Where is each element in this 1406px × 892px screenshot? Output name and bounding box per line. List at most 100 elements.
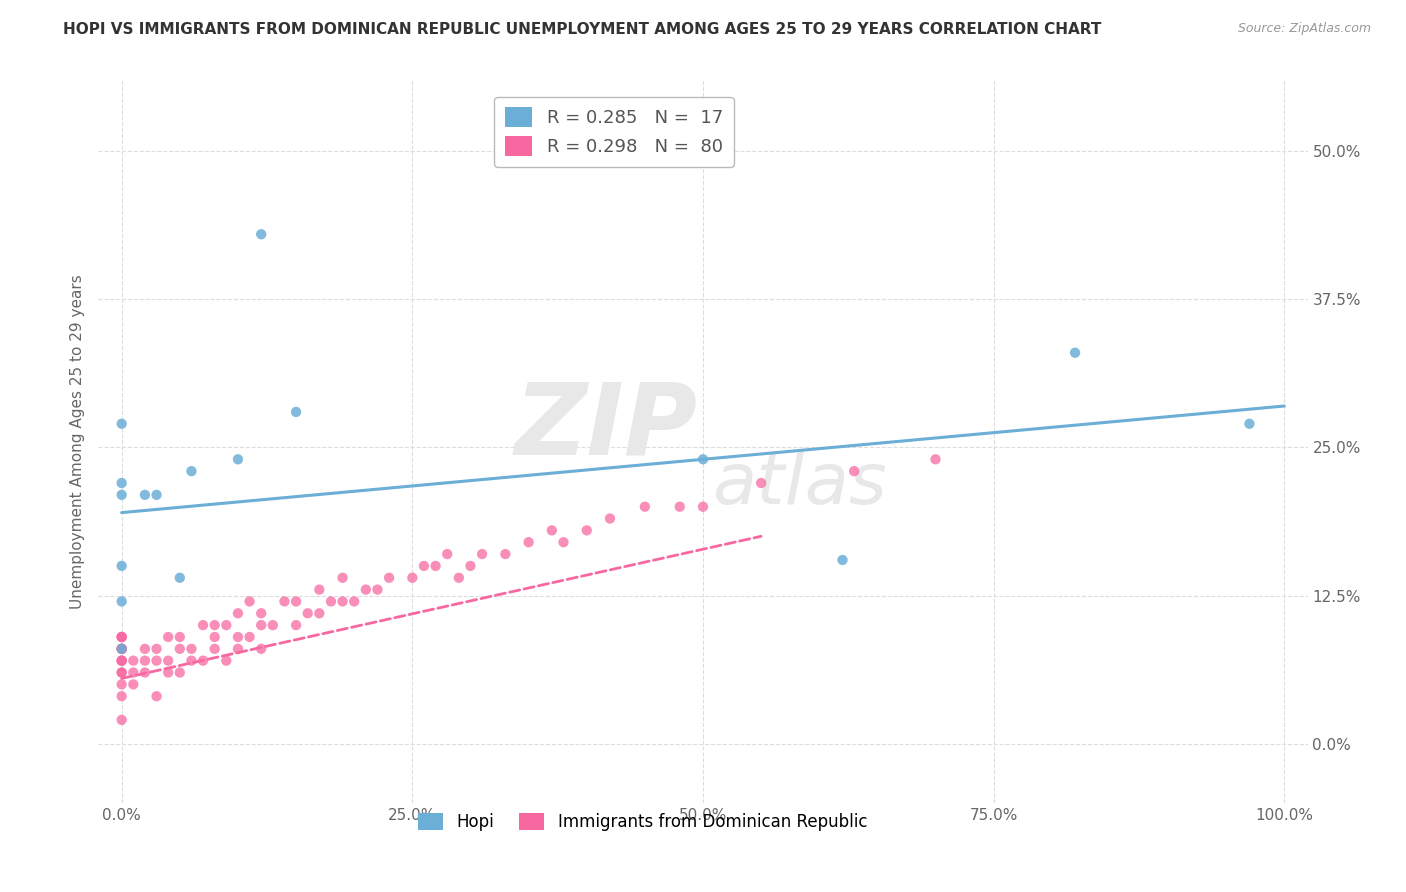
Point bbox=[122, 665, 145, 680]
Point bbox=[215, 654, 238, 668]
Point bbox=[134, 665, 156, 680]
Point bbox=[111, 665, 134, 680]
Point bbox=[239, 594, 262, 608]
Point bbox=[145, 641, 167, 656]
Point bbox=[169, 630, 191, 644]
Point bbox=[122, 654, 145, 668]
Point bbox=[319, 594, 342, 608]
Point bbox=[354, 582, 377, 597]
Point bbox=[413, 558, 436, 573]
Point bbox=[285, 594, 308, 608]
Point bbox=[297, 607, 319, 621]
Point bbox=[180, 654, 202, 668]
Point bbox=[111, 488, 134, 502]
Text: ZIP: ZIP bbox=[515, 378, 697, 475]
Point bbox=[111, 630, 134, 644]
Point bbox=[169, 641, 191, 656]
Point bbox=[111, 630, 134, 644]
Point bbox=[111, 594, 134, 608]
Point bbox=[111, 641, 134, 656]
Point bbox=[111, 654, 134, 668]
Point bbox=[668, 500, 690, 514]
Point bbox=[111, 677, 134, 691]
Point bbox=[145, 654, 167, 668]
Point bbox=[332, 571, 354, 585]
Point bbox=[460, 558, 482, 573]
Point bbox=[204, 641, 226, 656]
Point bbox=[111, 630, 134, 644]
Point bbox=[111, 475, 134, 490]
Point bbox=[692, 500, 714, 514]
Point bbox=[250, 641, 273, 656]
Point bbox=[1064, 345, 1087, 359]
Point bbox=[1239, 417, 1261, 431]
Point bbox=[471, 547, 494, 561]
Point bbox=[134, 488, 156, 502]
Point bbox=[436, 547, 458, 561]
Point bbox=[332, 594, 354, 608]
Point bbox=[226, 641, 249, 656]
Point bbox=[250, 227, 273, 242]
Point bbox=[111, 654, 134, 668]
Point bbox=[145, 689, 167, 703]
Point bbox=[285, 618, 308, 632]
Text: atlas: atlas bbox=[713, 450, 887, 519]
Point bbox=[844, 464, 866, 478]
Point bbox=[285, 405, 308, 419]
Point bbox=[540, 524, 562, 538]
Point bbox=[366, 582, 388, 597]
Point bbox=[226, 452, 249, 467]
Text: Source: ZipAtlas.com: Source: ZipAtlas.com bbox=[1237, 22, 1371, 36]
Point bbox=[204, 618, 226, 632]
Point bbox=[273, 594, 295, 608]
Point bbox=[111, 641, 134, 656]
Point bbox=[308, 607, 330, 621]
Point bbox=[111, 665, 134, 680]
Point bbox=[122, 677, 145, 691]
Point bbox=[111, 417, 134, 431]
Point bbox=[191, 618, 214, 632]
Point bbox=[575, 524, 598, 538]
Point bbox=[111, 641, 134, 656]
Point bbox=[692, 452, 714, 467]
Point bbox=[378, 571, 401, 585]
Point bbox=[111, 713, 134, 727]
Point bbox=[226, 630, 249, 644]
Point bbox=[111, 641, 134, 656]
Point bbox=[425, 558, 447, 573]
Point bbox=[517, 535, 540, 549]
Point bbox=[343, 594, 366, 608]
Point bbox=[831, 553, 853, 567]
Point bbox=[308, 582, 330, 597]
Point bbox=[180, 641, 202, 656]
Text: HOPI VS IMMIGRANTS FROM DOMINICAN REPUBLIC UNEMPLOYMENT AMONG AGES 25 TO 29 YEAR: HOPI VS IMMIGRANTS FROM DOMINICAN REPUBL… bbox=[63, 22, 1102, 37]
Point bbox=[169, 665, 191, 680]
Point bbox=[250, 607, 273, 621]
Point bbox=[157, 665, 180, 680]
Point bbox=[749, 475, 772, 490]
Point bbox=[111, 641, 134, 656]
Point bbox=[134, 654, 156, 668]
Point bbox=[599, 511, 621, 525]
Point bbox=[215, 618, 238, 632]
Point bbox=[191, 654, 214, 668]
Point bbox=[145, 488, 167, 502]
Legend: Hopi, Immigrants from Dominican Republic: Hopi, Immigrants from Dominican Republic bbox=[412, 806, 873, 838]
Y-axis label: Unemployment Among Ages 25 to 29 years: Unemployment Among Ages 25 to 29 years bbox=[69, 274, 84, 609]
Point bbox=[553, 535, 575, 549]
Point bbox=[634, 500, 657, 514]
Point bbox=[157, 654, 180, 668]
Point bbox=[401, 571, 423, 585]
Point bbox=[226, 607, 249, 621]
Point bbox=[111, 558, 134, 573]
Point bbox=[180, 464, 202, 478]
Point bbox=[494, 547, 516, 561]
Point bbox=[924, 452, 946, 467]
Point bbox=[262, 618, 284, 632]
Point bbox=[157, 630, 180, 644]
Point bbox=[239, 630, 262, 644]
Point bbox=[111, 654, 134, 668]
Point bbox=[250, 618, 273, 632]
Point bbox=[169, 571, 191, 585]
Point bbox=[204, 630, 226, 644]
